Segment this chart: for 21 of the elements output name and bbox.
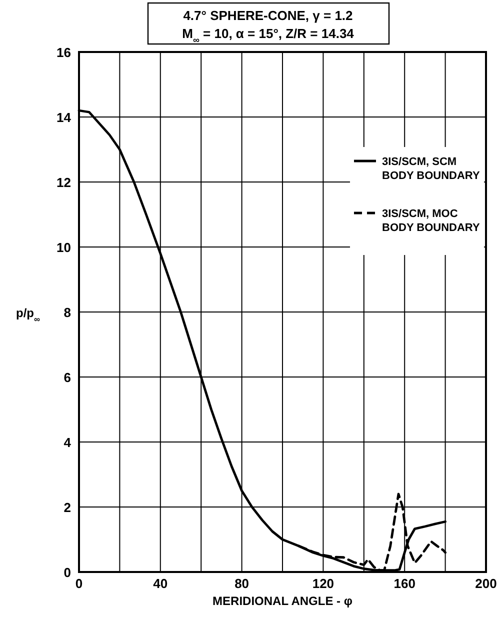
x-tick-label: 80 [234, 576, 250, 591]
x-tick-label: 120 [312, 576, 334, 591]
y-tick-label: 2 [64, 500, 71, 515]
y-tick-label: 4 [64, 435, 72, 450]
chart-subtitle: M$_{∞}$ = 10, α = 15°, Z/R = 14.34 [182, 26, 355, 45]
y-tick-label: 12 [56, 175, 71, 190]
x-tick-label: 40 [153, 576, 168, 591]
y-axis-title: p/p$_{∞}$ [16, 306, 40, 324]
x-axis-title: MERIDIONAL ANGLE - φ [212, 594, 353, 608]
legend-label: 3IS/SCM, SCM BODY BOUNDARY [382, 156, 480, 182]
y-tick-label: 6 [64, 370, 71, 385]
y-tick-label: 0 [64, 565, 71, 580]
y-tick-label: 8 [64, 305, 71, 320]
x-tick-label: 160 [394, 576, 416, 591]
y-tick-label: 10 [56, 240, 71, 255]
x-tick-label: 200 [475, 576, 497, 591]
y-tick-label: 16 [56, 45, 71, 60]
y-tick-label: 14 [56, 110, 72, 125]
chart-title: 4.7° SPHERE-CONE, γ = 1.2 [183, 8, 353, 23]
legend-label: 3IS/SCM, MOC BODY BOUNDARY [382, 208, 480, 234]
x-tick-label: 0 [75, 576, 83, 591]
